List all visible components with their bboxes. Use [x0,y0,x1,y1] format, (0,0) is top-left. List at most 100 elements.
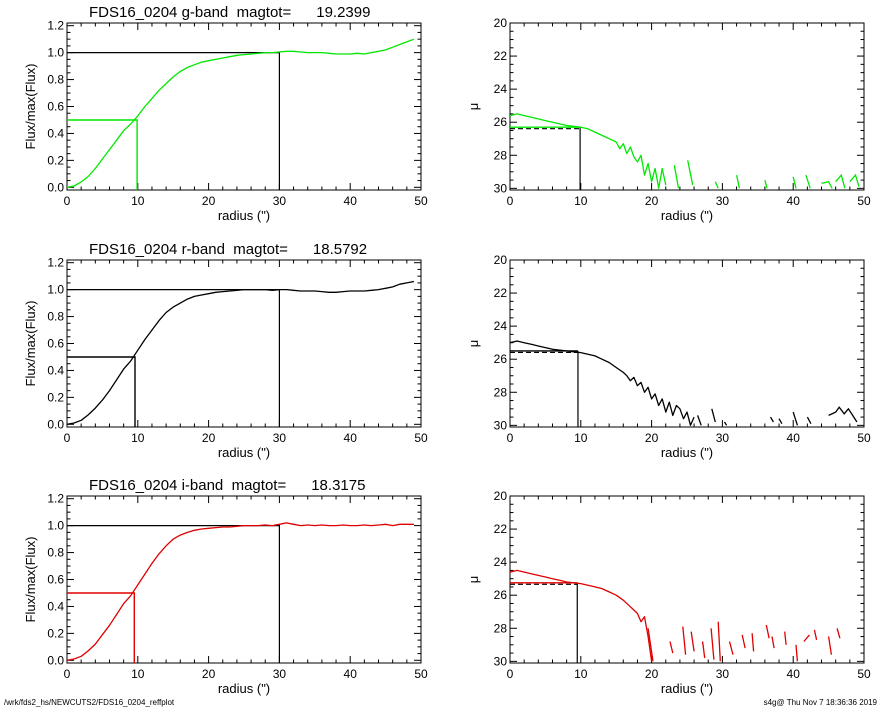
x-tick-label: 20 [645,431,659,445]
y-tick-label: 1.0 [47,283,64,297]
x-tick-label: 30 [273,431,287,445]
x-axis-label: radius (") [661,445,713,460]
y-tick-label: 1.2 [47,492,64,506]
series-line [510,340,695,426]
series-fragment [827,636,833,655]
x-tick-label: 0 [507,194,514,208]
series-fragment [728,641,734,655]
y-tick-label: 24 [494,82,508,96]
y-tick-label: 0.4 [47,126,64,140]
x-tick-label: 20 [202,194,216,208]
y-tick-label: 0.2 [47,390,64,404]
series-fragment [806,416,812,425]
chart-title: FDS16_0204 r-band magtot= 18.5792 [89,241,367,258]
series-fragment [764,179,768,189]
series-line [67,280,415,425]
x-tick-label: 10 [131,194,145,208]
chart-title: FDS16_0204 i-band magtot= 18.3175 [89,477,365,494]
x-tick-label: 10 [574,667,588,681]
total-flux-reference-line [67,289,280,427]
footer-timestamp-label: s4g@ Thu Nov 7 18:36:36 2019 [763,698,877,707]
x-tick-label: 50 [857,194,871,208]
y-tick-label: 1.0 [47,519,64,533]
series-fragment [795,644,799,662]
x-tick-label: 40 [787,194,801,208]
y-tick-label: 24 [494,319,508,333]
y-tick-label: 0.2 [47,626,64,640]
axes-frame [509,495,865,664]
x-axis-label: radius (") [218,208,270,223]
y-axis-label: Flux/max(Flux) [23,64,38,150]
x-tick-label: 30 [273,667,287,681]
y-tick-label: 1.0 [47,46,64,60]
x-tick-label: 20 [202,667,216,681]
x-axis-label: radius (") [661,681,713,696]
y-axis-label: Flux/max(Flux) [23,537,38,623]
y-tick-label: 22 [494,49,508,63]
series-fragment [717,621,721,662]
axes-frame [66,22,422,191]
x-tick-label: 10 [131,431,145,445]
series-fragment [711,408,716,423]
chart-panel-3: 0 10 20 30 40 50 0.0 0.2 0.4 0.6 0.8 1.0 1.2 radius (… [23,241,428,460]
plot-area [510,113,860,190]
y-tick-label: 0.6 [47,337,64,351]
y-tick-label: 0.8 [47,73,64,87]
series-fragment [687,160,694,186]
y-axis-label: Flux/max(Flux) [23,301,38,387]
series-fragment [778,418,783,425]
x-tick-label: 40 [344,667,358,681]
y-tick-label: 20 [494,489,508,503]
y-tick-label: 26 [494,115,508,129]
y-tick-label: 0.6 [47,573,64,587]
x-axis-label: radius (") [661,208,713,223]
x-tick-label: 0 [507,667,514,681]
y-tick-label: 22 [494,522,508,536]
y-tick-label: 28 [494,385,508,399]
y-axis-label: μ [466,576,481,584]
y-tick-label: 20 [494,253,508,267]
series-fragment [751,633,755,652]
series-line [67,38,415,188]
plot-area [510,569,841,663]
y-tick-label: 1.2 [47,19,64,33]
x-tick-label: 30 [716,194,730,208]
series-fragment [682,626,687,655]
axes-frame [509,22,865,191]
series-fragment [836,628,841,639]
x-tick-label: 40 [344,194,358,208]
y-tick-label: 26 [494,588,508,602]
axes-frame [66,259,422,428]
series-fragment [673,165,680,189]
y-tick-label: 0.6 [47,100,64,114]
plot-area [67,280,415,427]
x-tick-label: 50 [414,667,428,681]
x-tick-label: 50 [857,667,871,681]
series-fragment [735,174,741,189]
x-tick-label: 10 [131,667,145,681]
plot-area [510,340,858,427]
chart-title: FDS16_0204 g-band magtot= 19.2399 [89,4,370,21]
y-tick-label: 1.2 [47,256,64,270]
half-flux-reference-line [67,592,136,663]
axes-frame [66,495,422,664]
series-fragment [765,624,770,639]
series-line [510,569,653,662]
y-tick-label: 30 [494,654,508,668]
plot-area [67,522,414,663]
x-tick-label: 50 [414,431,428,445]
y-tick-label: 0.4 [47,363,64,377]
x-tick-label: 50 [857,431,871,445]
y-tick-label: 20 [494,16,508,30]
series-fragment [701,641,706,659]
series-fragment [741,634,746,649]
x-tick-label: 20 [202,431,216,445]
y-tick-label: 26 [494,352,508,366]
series-fragment [647,628,654,662]
series-fragment [710,628,715,660]
x-axis-label: radius (") [218,681,270,696]
